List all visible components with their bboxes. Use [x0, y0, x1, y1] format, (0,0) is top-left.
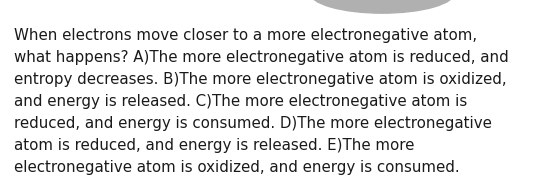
- Text: what happens? A)The more electronegative atom is reduced, and: what happens? A)The more electronegative…: [14, 50, 509, 65]
- Text: When electrons move closer to a more electronegative atom,: When electrons move closer to a more ele…: [14, 28, 477, 43]
- Text: electronegative atom is oxidized, and energy is consumed.: electronegative atom is oxidized, and en…: [14, 160, 460, 175]
- Text: atom is reduced, and energy is released. E)The more: atom is reduced, and energy is released.…: [14, 138, 415, 153]
- Ellipse shape: [310, 0, 455, 13]
- Text: reduced, and energy is consumed. D)The more electronegative: reduced, and energy is consumed. D)The m…: [14, 116, 492, 131]
- Text: and energy is released. C)The more electronegative atom is: and energy is released. C)The more elect…: [14, 94, 467, 109]
- Text: entropy decreases. B)The more electronegative atom is oxidized,: entropy decreases. B)The more electroneg…: [14, 72, 507, 87]
